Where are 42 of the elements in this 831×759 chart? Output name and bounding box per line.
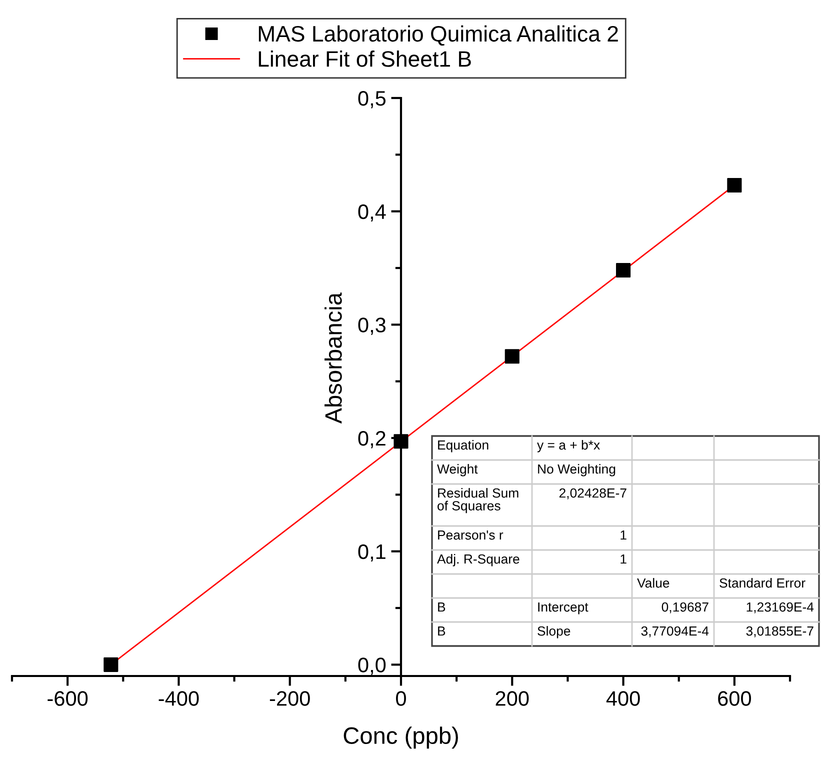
annotation: B (438, 626, 446, 636)
x-tick-label: 400 (606, 691, 640, 706)
y-axis-title: Absorbancia (324, 292, 342, 424)
legend-label: MAS Laboratorio Quimica Analitica 2 (258, 25, 618, 46)
annotation: 2,02428E-7 (559, 488, 626, 500)
annotation: Slope (538, 626, 570, 638)
y-tick-label: 0,1 (358, 544, 386, 562)
y-tick-label: 0,2 (358, 431, 386, 448)
x-tick-label: -200 (270, 691, 310, 706)
annotation: Adj. R-Square (437, 554, 520, 566)
annotation: 3,77094E-4 (641, 626, 709, 638)
x-tick-label: 200 (496, 691, 529, 706)
x-tick-label: -400 (158, 691, 199, 706)
annotation: Equation (438, 440, 488, 452)
annotation: Residual Sum of Squares (438, 488, 518, 514)
point (104, 657, 118, 672)
point (394, 434, 408, 449)
x-tick-label: 600 (718, 691, 751, 706)
legend-label: Linear Fit of Sheet1 B (258, 50, 471, 67)
y-tick-label: 0,4 (358, 204, 386, 222)
annotation: 0,19687 (662, 602, 708, 614)
annotation: 1,23169E-4 (746, 602, 814, 614)
y-tick-label: 0,0 (358, 658, 386, 675)
annotation: 3,01855E-7 (746, 626, 814, 638)
x-axis-title: Conc (ppb) (344, 726, 458, 749)
annotation: 1 (620, 554, 626, 564)
annotation: Weight (437, 464, 478, 476)
point (727, 178, 742, 193)
annotation: B (438, 602, 446, 612)
annotation: 1 (620, 530, 626, 540)
y-tick-label: 0,3 (358, 318, 386, 335)
annotation: Pearson's r (438, 530, 504, 540)
annotation: No Weighting (538, 464, 616, 476)
x-tick-label: 0 (396, 691, 406, 706)
annotation: y = a + b*x (537, 440, 600, 452)
annotation: Standard Error (720, 578, 806, 588)
point (616, 262, 631, 278)
annotation: Intercept (538, 602, 588, 614)
annotation: Value (637, 578, 670, 588)
y-tick-label: 0,5 (358, 91, 386, 108)
point (504, 349, 520, 364)
x-tick-label: -600 (48, 691, 88, 706)
